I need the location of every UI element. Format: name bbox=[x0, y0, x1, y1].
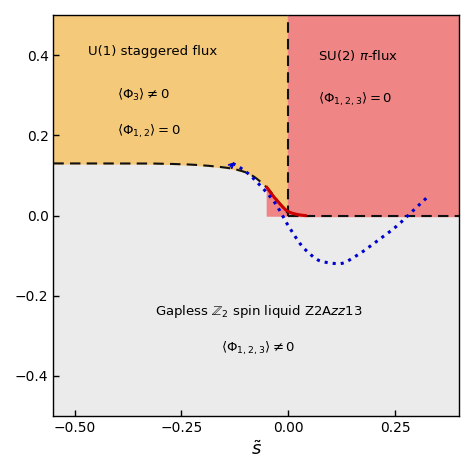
Text: U(1) staggered flux: U(1) staggered flux bbox=[88, 45, 217, 58]
X-axis label: $\tilde{s}$: $\tilde{s}$ bbox=[251, 440, 262, 459]
Text: $\langle\Phi_{1,2,3}\rangle = 0$: $\langle\Phi_{1,2,3}\rangle = 0$ bbox=[318, 91, 392, 108]
Text: Gapless $\mathbb{Z}_2$ spin liquid Z2A$zz$13: Gapless $\mathbb{Z}_2$ spin liquid Z2A$z… bbox=[155, 303, 362, 320]
Text: $\langle\Phi_{1,2,3}\rangle \neq 0$: $\langle\Phi_{1,2,3}\rangle \neq 0$ bbox=[221, 339, 295, 356]
Text: $\langle\Phi_{1,2}\rangle = 0$: $\langle\Phi_{1,2}\rangle = 0$ bbox=[118, 123, 181, 140]
Text: SU(2) $\pi$-flux: SU(2) $\pi$-flux bbox=[318, 47, 398, 63]
Text: $\langle\Phi_3\rangle \neq 0$: $\langle\Phi_3\rangle \neq 0$ bbox=[118, 87, 170, 103]
